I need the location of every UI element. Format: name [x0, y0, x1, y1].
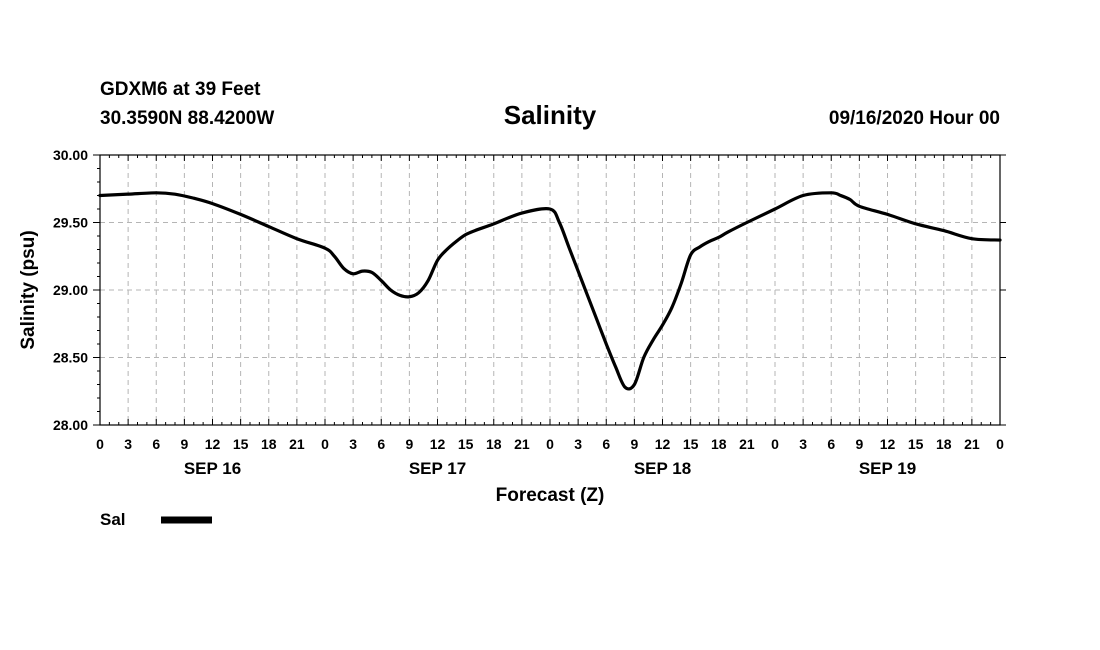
x-tick-label: 0: [771, 436, 779, 452]
x-tick-label: 9: [855, 436, 863, 452]
chart-title: Salinity: [504, 100, 597, 130]
legend: Sal: [100, 510, 212, 529]
x-tick-label: 6: [602, 436, 610, 452]
x-tick-labels: 0 3 6 9 12 15 18 21 0 3 6 9 12 15 18 21 0 3 6 9 12 15 18 21 0 3 6 9…: [96, 436, 1004, 452]
y-tick-label: 28.00: [53, 417, 88, 433]
x-tick-label: 9: [405, 436, 413, 452]
y-axis-label: Salinity (psu): [18, 230, 39, 349]
x-tick-label: 15: [908, 436, 924, 452]
y-tick-label: 28.50: [53, 350, 88, 366]
station-label: GDXM6 at 39 Feet: [100, 79, 261, 100]
x-tick-label: 0: [96, 436, 104, 452]
y-tick-label: 29.50: [53, 215, 88, 231]
x-tick-label: 15: [233, 436, 249, 452]
day-label: SEP 19: [859, 459, 916, 478]
day-label: SEP 17: [409, 459, 466, 478]
x-tick-label: 12: [880, 436, 896, 452]
x-tick-label: 3: [349, 436, 357, 452]
x-tick-label: 15: [683, 436, 699, 452]
series-line-salinity: [98, 191, 1002, 391]
x-tick-label: 6: [152, 436, 160, 452]
x-tick-label: 18: [711, 436, 727, 452]
x-tick-label: 0: [996, 436, 1004, 452]
x-tick-label: 9: [180, 436, 188, 452]
x-tick-label: 6: [827, 436, 835, 452]
x-axis-label: Forecast (Z): [496, 485, 605, 506]
x-tick-label: 21: [739, 436, 755, 452]
x-tick-label: 15: [458, 436, 474, 452]
legend-label: Sal: [100, 510, 126, 529]
x-tick-label: 21: [289, 436, 305, 452]
series-lines: [98, 191, 1002, 391]
x-tick-label: 18: [261, 436, 277, 452]
coordinates-label: 30.3590N 88.4200W: [100, 108, 274, 129]
day-labels: SEP 16 SEP 17 SEP 18 SEP 19: [184, 459, 916, 478]
y-tick-label: 29.00: [53, 282, 88, 298]
x-tick-label: 18: [486, 436, 502, 452]
y-tick-labels: 28.00 28.50 29.00 29.50 30.00: [53, 147, 88, 433]
x-tick-label: 3: [574, 436, 582, 452]
x-tick-label: 9: [630, 436, 638, 452]
x-tick-label: 6: [377, 436, 385, 452]
x-tick-label: 12: [655, 436, 671, 452]
x-tick-label: 0: [321, 436, 329, 452]
forecast-issued-label: 09/16/2020 Hour 00: [829, 108, 1000, 129]
x-tick-label: 21: [514, 436, 530, 452]
y-tick-label: 30.00: [53, 147, 88, 163]
plot-frame: [99, 154, 1001, 426]
x-tick-label: 12: [430, 436, 446, 452]
grid-lines: [100, 155, 1000, 425]
x-tick-label: 3: [124, 436, 132, 452]
day-label: SEP 18: [634, 459, 691, 478]
x-tick-label: 3: [799, 436, 807, 452]
x-tick-label: 18: [936, 436, 952, 452]
day-label: SEP 16: [184, 459, 241, 478]
x-tick-label: 0: [546, 436, 554, 452]
x-tick-label: 12: [205, 436, 221, 452]
x-tick-label: 21: [964, 436, 980, 452]
